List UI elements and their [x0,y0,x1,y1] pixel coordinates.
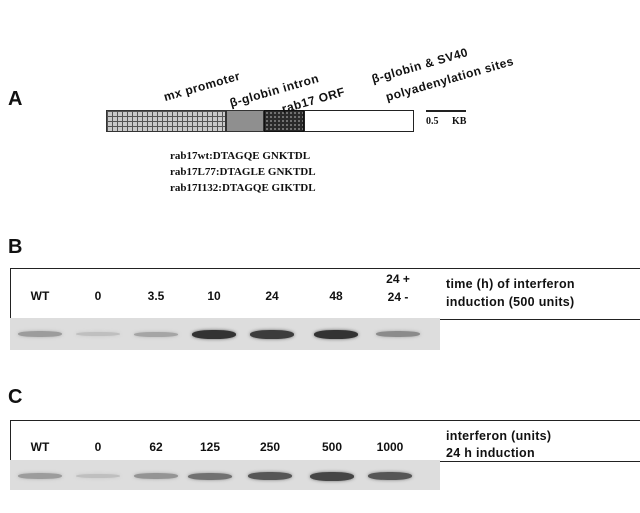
lane-b-1: 0 [94,289,102,303]
panel-c-header-box [10,420,640,462]
lane-c-1: 0 [94,440,102,454]
rab17-orf-segment [264,110,304,132]
panel-c-lane-band [310,471,354,481]
panel-c-lane-band [248,472,292,480]
lane-b-3: 10 [207,289,221,303]
panel-b-lane-band [134,331,178,337]
scale-bar-value: 0.5 [426,116,439,127]
panel-b-label: B [8,236,23,258]
panel-a-label: A [8,88,23,110]
sequence-wt: rab17wt:DTAGQE GNKTDL [170,150,311,162]
lane-c-3: 125 [199,440,221,454]
panel-c-lane-band [18,473,62,479]
panel-c-condition-line2: 24 h induction [446,446,535,460]
lane-c-6: 1000 [376,440,404,454]
sequence-i132: rab17I132:DTAGQE GIKTDL [170,182,316,194]
panel-c-lane-band [368,472,412,480]
construct-diagram [106,110,414,132]
lane-b-4: 24 [265,289,279,303]
lane-c-0: WT [30,440,50,454]
panel-c-blot [10,460,440,490]
lane-b-5: 48 [329,289,343,303]
panel-b-condition-line2: induction (500 units) [446,295,575,309]
panel-c-lane-band [76,474,120,478]
lane-b-6-bottom: 24 - [387,290,409,304]
panel-b-lane-band [192,329,236,339]
panel-c-lane-band [188,472,232,480]
panel-b-lane-band [376,331,420,337]
panel-c-label: C [8,386,23,408]
lane-c-2: 62 [149,440,163,454]
panel-b-lane-band [250,329,294,339]
panel-b-lane-band [314,329,358,339]
panel-b-lane-band [76,332,120,336]
panel-b-blot [10,318,440,350]
panel-c-lane-band [134,473,178,479]
lane-c-4: 250 [259,440,281,454]
lane-b-6-top: 24 + [386,272,410,286]
sequence-l77: rab17L77:DTAGLE GNKTDL [170,166,316,178]
lane-b-0: WT [30,289,50,303]
panel-b-header-box [10,268,640,320]
scale-bar-unit: KB [452,116,467,127]
panel-c-condition-line1: interferon (units) [446,429,552,443]
lane-c-5: 500 [321,440,343,454]
panel-b-condition-line1: time (h) of interferon [446,277,575,291]
panel-b-lane-band [18,331,62,337]
lane-b-2: 3.5 [147,289,165,303]
scale-bar [426,110,466,112]
globin-intron-segment [226,110,264,132]
mx-promoter-segment [106,110,226,132]
polyadenylation-segment [304,110,414,132]
